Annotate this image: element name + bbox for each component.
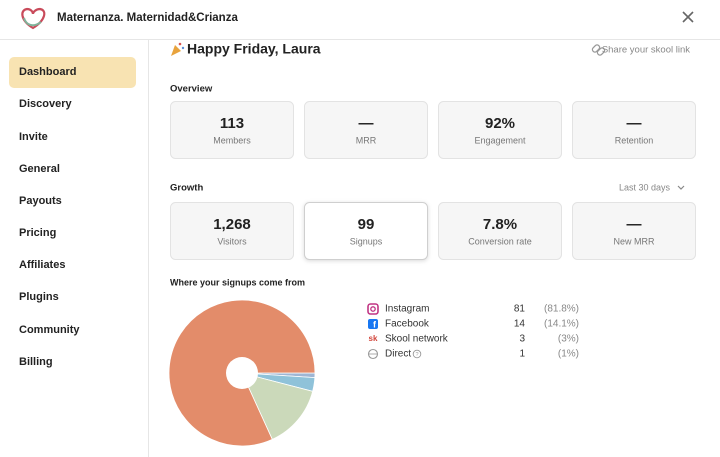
stat-value: 92% <box>485 115 515 132</box>
source-icons: f sk ? <box>367 303 422 360</box>
source-count: 3 <box>519 334 525 345</box>
close-button[interactable] <box>682 11 694 23</box>
stat-card <box>438 101 562 159</box>
share-link[interactable]: Share your skool link <box>602 45 690 56</box>
stat-card <box>572 101 696 159</box>
stat-label: Conversion rate <box>468 236 532 246</box>
svg-text:?: ? <box>415 352 418 358</box>
source-name: Instagram <box>385 304 429 315</box>
source-name: Facebook <box>385 319 430 330</box>
pie-slice <box>241 372 314 440</box>
nav-item[interactable]: Billing <box>19 356 53 368</box>
stat-label: MRR <box>356 135 377 145</box>
source-share: (81.8%) <box>544 304 579 315</box>
svg-text:f: f <box>373 319 377 329</box>
nav-item[interactable]: Plugins <box>19 291 59 303</box>
stat-value: 7.8% <box>483 216 517 233</box>
pie-hole <box>226 357 258 389</box>
active-nav-bg <box>9 57 136 88</box>
nav-item[interactable]: Affiliates <box>19 259 65 271</box>
stat-card[interactable] <box>304 202 428 260</box>
stat-label: New MRR <box>613 236 655 246</box>
svg-text:sk: sk <box>369 334 378 343</box>
greeting: Happy Friday, Laura <box>187 41 321 57</box>
stat-card[interactable] <box>572 202 696 260</box>
source-name: Skool network <box>385 334 449 345</box>
source-name: Direct <box>385 349 411 360</box>
stat-label: Visitors <box>217 236 247 246</box>
section-title: Growth <box>170 183 203 194</box>
source-share: (1%) <box>558 349 579 360</box>
source-count: 1 <box>519 349 525 360</box>
stat-card <box>304 101 428 159</box>
link-icon[interactable] <box>591 44 606 56</box>
community-title: Maternanza. Maternidad&Crianza <box>57 12 238 24</box>
stat-label: Signups <box>350 236 383 246</box>
period-select[interactable]: Last 30 days <box>619 182 671 192</box>
stat-label: Members <box>213 135 251 145</box>
nav-item[interactable]: General <box>19 163 60 175</box>
stat-label: Retention <box>615 135 654 145</box>
nav-item[interactable]: Dashboard <box>19 66 76 78</box>
nav-item[interactable]: Community <box>19 324 80 336</box>
stat-value: — <box>627 115 642 132</box>
stat-card <box>170 101 294 159</box>
source-share: (3%) <box>558 334 579 345</box>
logo-accent <box>23 17 42 27</box>
stat-value: 99 <box>358 216 375 233</box>
source-count: 14 <box>514 319 526 330</box>
stat-value: — <box>627 216 642 233</box>
chevron[interactable] <box>677 185 685 190</box>
nav-item[interactable]: Pricing <box>19 227 56 239</box>
stat-value: 1,268 <box>213 216 251 233</box>
nav-item[interactable]: Invite <box>19 131 48 143</box>
section-title: Where your signups come from <box>170 277 305 287</box>
nav-item[interactable]: Discovery <box>19 98 72 110</box>
stat-card[interactable] <box>438 202 562 260</box>
section-title: Overview <box>170 84 213 95</box>
nav-item[interactable]: Payouts <box>19 195 62 207</box>
stat-label: Engagement <box>474 135 526 145</box>
source-share: (14.1%) <box>544 319 579 330</box>
stat-value: 113 <box>220 115 244 132</box>
stat-value: — <box>359 115 374 132</box>
logo <box>21 7 46 30</box>
party-icon <box>171 42 185 56</box>
stat-card[interactable] <box>170 202 294 260</box>
source-count: 81 <box>514 304 526 315</box>
